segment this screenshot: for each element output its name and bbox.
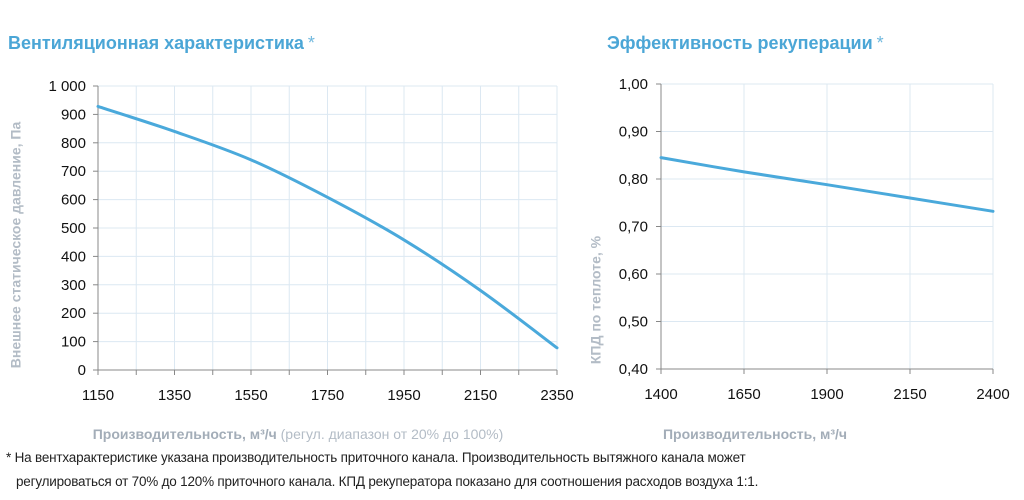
data-series-line — [659, 156, 995, 213]
x-tick-label: 1350 — [158, 387, 191, 404]
x-tick-label: 2150 — [464, 387, 497, 404]
x-tick-label: 1950 — [387, 387, 420, 404]
title-text: Эффективность рекуперации — [607, 33, 873, 53]
y-tick-label: 300 — [61, 277, 86, 294]
left-x-axis-title: Производительность, м³/ч (регул. диапазо… — [93, 426, 504, 442]
x-tick-label: 1650 — [727, 386, 760, 403]
footnote: * На вентхарактеристике указана производ… — [6, 446, 758, 494]
y-tick-label: 700 — [61, 163, 86, 180]
y-tick-label: 0 — [78, 362, 86, 379]
x-axis-label: Производительность, м³/ч — [92, 426, 277, 442]
footnote-line-2: регулироваться от 70% до 120% приточного… — [16, 474, 759, 489]
asterisk: * — [876, 33, 884, 53]
y-tick-label: 600 — [61, 192, 86, 209]
x-axis-range-note: (регул. диапазон от 20% до 100%) — [280, 426, 504, 442]
asterisk: * — [307, 33, 315, 53]
ventilation-chart: 0 100 200 300 400 500 600 700 800 900 1 000 1150 135… — [8, 78, 574, 404]
y-tick-label: 0,80 — [619, 171, 648, 188]
right-x-axis-title: Производительность, м³/ч — [663, 426, 847, 442]
recuperation-chart-title: Эффективность рекуперации * — [607, 33, 884, 54]
y-tick-label: 0,50 — [619, 314, 648, 331]
y-tick-label: 800 — [61, 135, 86, 152]
x-tick-label: 1900 — [810, 386, 843, 403]
title-text: Вентиляционная характеристика — [8, 33, 304, 53]
y-tick-label: 200 — [61, 305, 86, 322]
y-axis-title: КПД по теплоте, % — [588, 235, 604, 364]
y-tick-label: 0,40 — [619, 361, 648, 378]
recuperation-chart: 0,40 0,50 0,60 0,70 0,80 0,90 1,00 1400 1650 1900… — [588, 76, 1010, 403]
x-tick-label: 2400 — [976, 386, 1009, 403]
x-axis-label: Производительность, м³/ч — [662, 426, 848, 442]
x-tick-label: 1750 — [311, 387, 344, 404]
y-axis-title: Внешнее статическое давление, Па — [8, 122, 24, 369]
y-tick-label: 500 — [61, 220, 86, 237]
x-tick-label: 1150 — [82, 387, 114, 404]
x-tick-label: 1550 — [234, 387, 267, 404]
y-tick-label: 100 — [61, 334, 86, 351]
y-tick-label: 1 000 — [48, 78, 86, 95]
x-tick-label: 1400 — [644, 386, 677, 403]
y-tick-label: 0,70 — [619, 219, 648, 236]
y-tick-label: 1,00 — [619, 76, 648, 93]
data-series-line — [96, 104, 559, 350]
y-tick-label: 400 — [61, 248, 86, 265]
x-tick-label: 2150 — [893, 386, 926, 403]
x-tick-label: 2350 — [540, 387, 573, 404]
ventilation-chart-title: Вентиляционная характеристика * — [8, 33, 315, 54]
y-tick-label: 900 — [61, 106, 86, 123]
footnote-line-1: * На вентхарактеристике указана производ… — [6, 450, 746, 465]
y-tick-label: 0,60 — [619, 266, 648, 283]
y-tick-label: 0,90 — [619, 124, 648, 141]
